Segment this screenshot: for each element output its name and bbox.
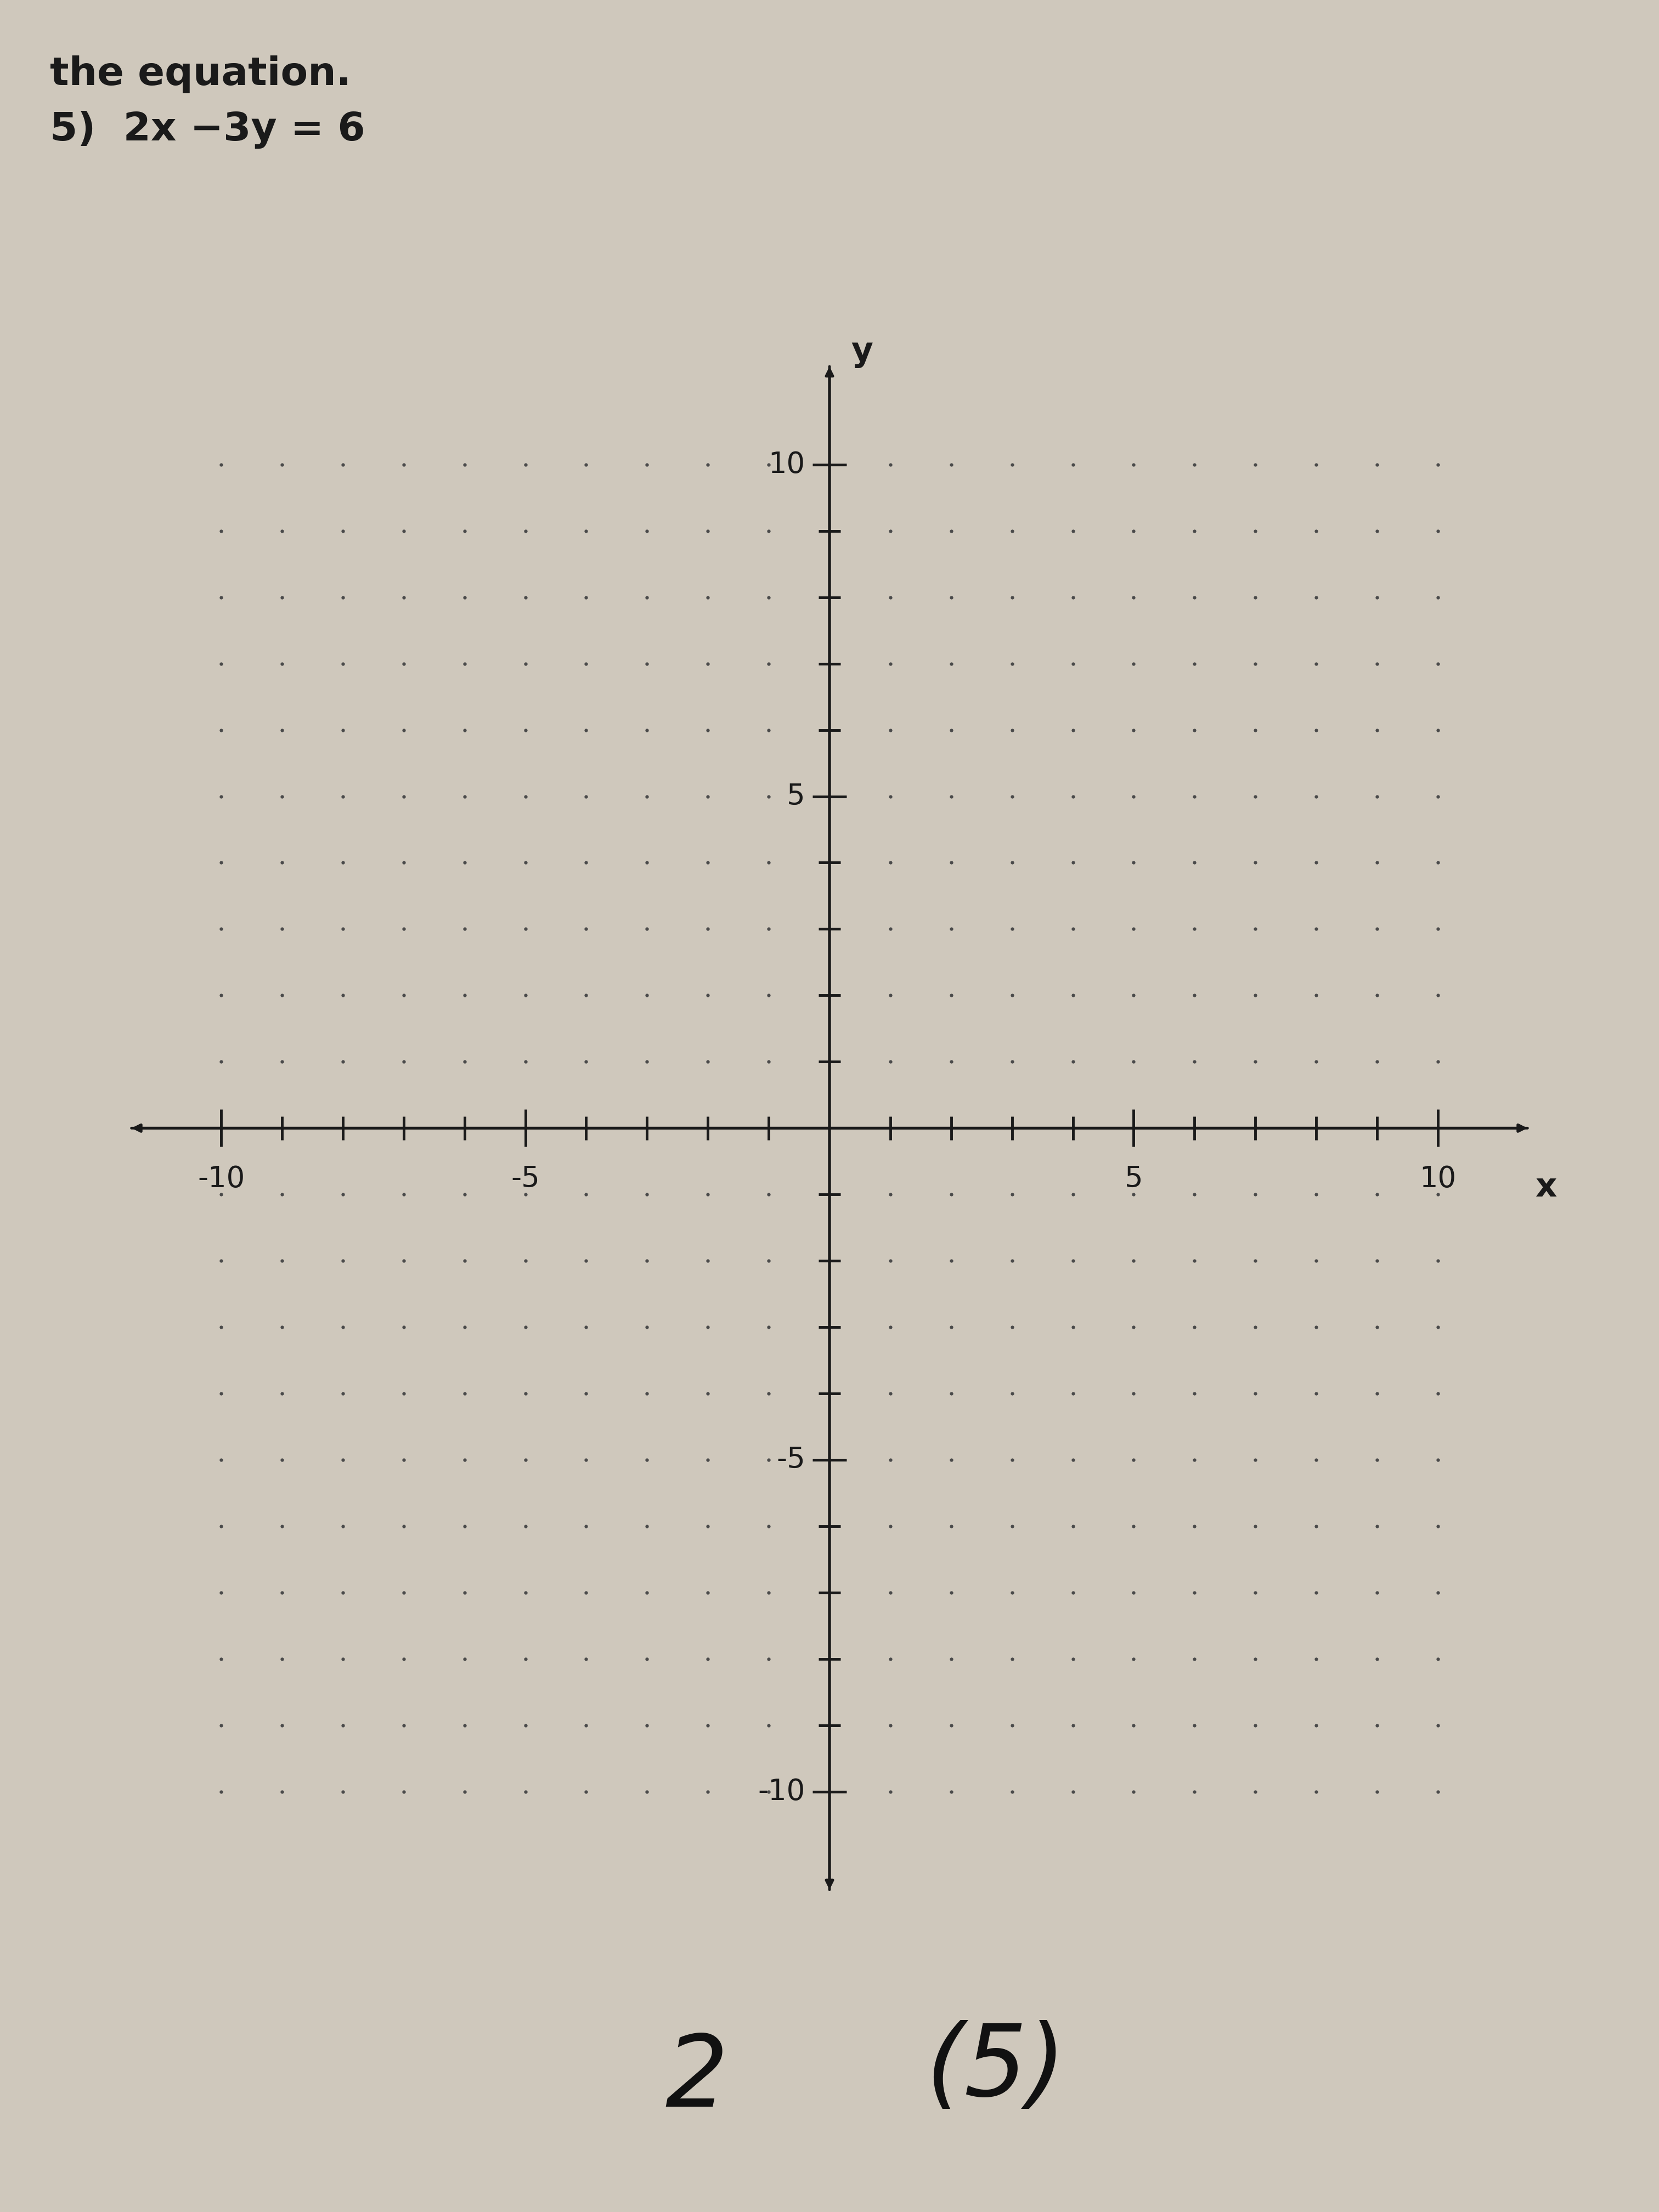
Text: -5: -5 bbox=[511, 1166, 539, 1192]
Text: x: x bbox=[1535, 1172, 1556, 1203]
Text: the equation.: the equation. bbox=[50, 55, 352, 93]
Text: 5: 5 bbox=[1125, 1166, 1143, 1192]
Text: 10: 10 bbox=[768, 451, 805, 478]
Text: 10: 10 bbox=[1420, 1166, 1457, 1192]
Text: (5): (5) bbox=[926, 2020, 1065, 2117]
Text: 5)  2x −3y = 6: 5) 2x −3y = 6 bbox=[50, 111, 365, 148]
Text: 2: 2 bbox=[665, 2031, 728, 2128]
Text: -5: -5 bbox=[776, 1447, 805, 1473]
Text: 5: 5 bbox=[786, 783, 805, 810]
Text: y: y bbox=[851, 336, 873, 367]
Text: -10: -10 bbox=[197, 1166, 246, 1192]
Text: -10: -10 bbox=[758, 1778, 805, 1805]
